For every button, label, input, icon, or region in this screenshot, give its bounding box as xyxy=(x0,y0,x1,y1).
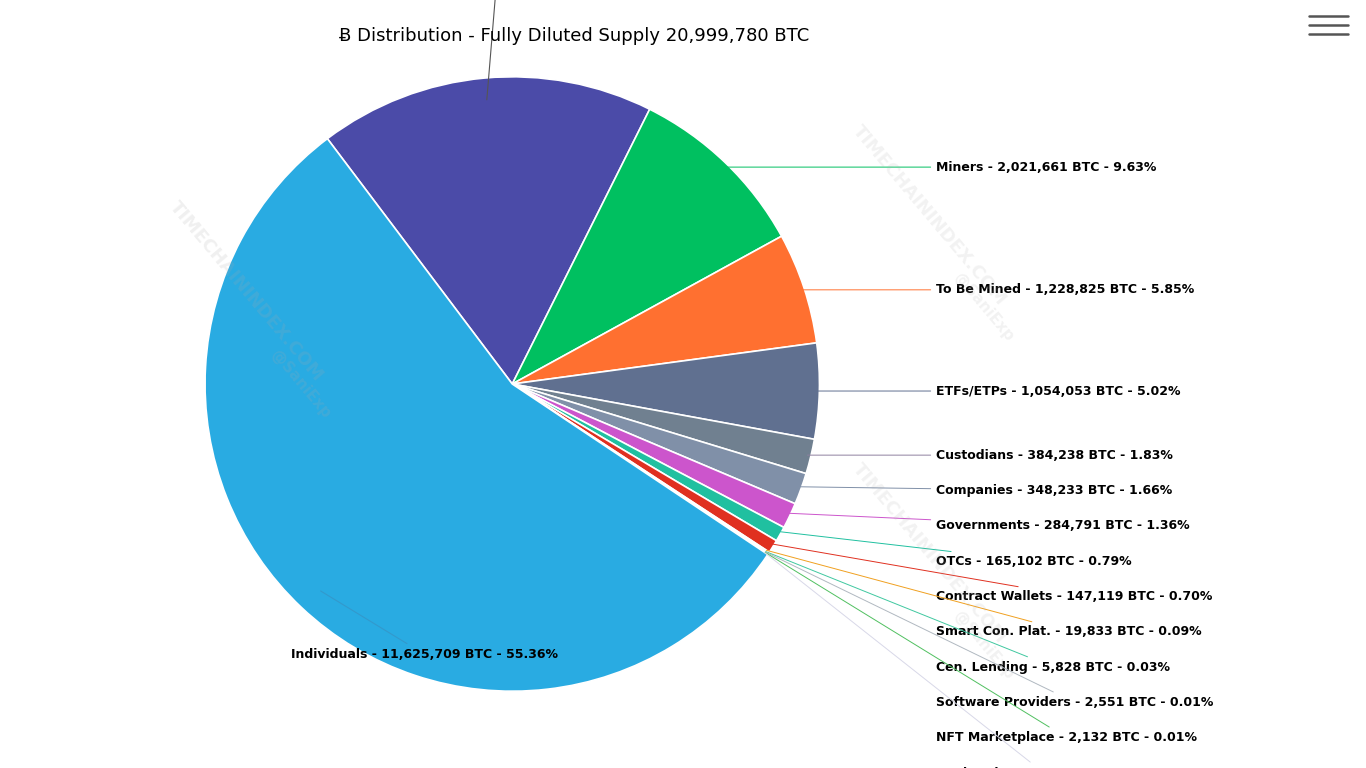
Text: TIMECHAININDEX.COM: TIMECHAININDEX.COM xyxy=(848,121,1009,309)
Text: @SaniExp: @SaniExp xyxy=(951,270,1016,344)
Wedge shape xyxy=(512,384,768,554)
Text: Governments - 284,791 BTC - 1.36%: Governments - 284,791 BTC - 1.36% xyxy=(787,513,1190,532)
Text: Software Providers - 2,551 BTC - 0.01%: Software Providers - 2,551 BTC - 0.01% xyxy=(765,552,1213,709)
Wedge shape xyxy=(205,139,768,691)
Text: CEXs - 3,708,901 BTC - 17.66%: CEXs - 3,708,901 BTC - 17.66% xyxy=(389,0,605,100)
Text: Cen. Lending - 5,828 BTC - 0.03%: Cen. Lending - 5,828 BTC - 0.03% xyxy=(766,551,1171,674)
Text: Contract Wallets - 147,119 BTC - 0.70%: Contract Wallets - 147,119 BTC - 0.70% xyxy=(770,544,1213,603)
Wedge shape xyxy=(512,384,768,554)
Wedge shape xyxy=(512,384,806,504)
Text: Miners - 2,021,661 BTC - 9.63%: Miners - 2,021,661 BTC - 9.63% xyxy=(724,161,1157,174)
Text: Individuals - 11,625,709 BTC - 55.36%: Individuals - 11,625,709 BTC - 55.36% xyxy=(291,591,559,660)
Text: NFT Marketplace - 2,132 BTC - 0.01%: NFT Marketplace - 2,132 BTC - 0.01% xyxy=(765,552,1197,744)
Text: OTCs - 165,102 BTC - 0.79%: OTCs - 165,102 BTC - 0.79% xyxy=(777,531,1132,568)
Wedge shape xyxy=(512,384,814,474)
Text: To Be Mined - 1,228,825 BTC - 5.85%: To Be Mined - 1,228,825 BTC - 5.85% xyxy=(800,283,1194,296)
Wedge shape xyxy=(512,384,776,552)
Wedge shape xyxy=(512,384,784,541)
Text: Companies - 348,233 BTC - 1.66%: Companies - 348,233 BTC - 1.66% xyxy=(798,484,1172,497)
Text: ETFs/ETPs - 1,054,053 BTC - 5.02%: ETFs/ETPs - 1,054,053 BTC - 5.02% xyxy=(816,385,1180,398)
Text: Smart Con. Plat. - 19,833 BTC - 0.09%: Smart Con. Plat. - 19,833 BTC - 0.09% xyxy=(766,550,1202,638)
Wedge shape xyxy=(328,77,650,384)
Wedge shape xyxy=(512,384,768,554)
Text: @SaniExp: @SaniExp xyxy=(268,347,333,421)
Text: @SaniExp: @SaniExp xyxy=(951,608,1016,682)
Text: Custodians - 384,238 BTC - 1.83%: Custodians - 384,238 BTC - 1.83% xyxy=(807,449,1173,462)
Wedge shape xyxy=(512,384,769,554)
Wedge shape xyxy=(512,384,768,554)
Wedge shape xyxy=(512,237,817,384)
Text: TIMECHAININDEX.COM: TIMECHAININDEX.COM xyxy=(848,459,1009,647)
Text: Ƀ Distribution - Fully Diluted Supply 20,999,780 BTC: Ƀ Distribution - Fully Diluted Supply 20… xyxy=(339,27,809,45)
Wedge shape xyxy=(512,343,820,439)
Wedge shape xyxy=(512,384,795,528)
Text: TIMECHAININDEX.COM: TIMECHAININDEX.COM xyxy=(165,198,326,386)
Wedge shape xyxy=(512,109,781,384)
Text: MarketPlace - 274 BTC - 0.00%: MarketPlace - 274 BTC - 0.00% xyxy=(765,553,1152,768)
